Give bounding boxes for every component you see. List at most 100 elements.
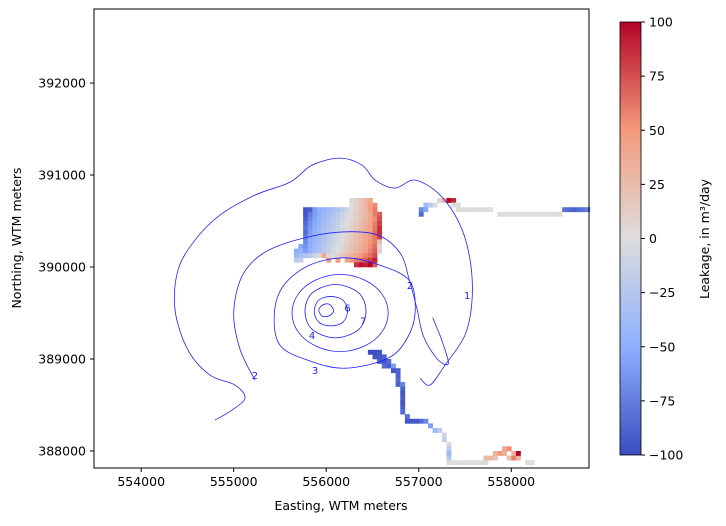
leakage-cell [316,239,322,245]
contour-line-1 [173,157,473,421]
leakage-cell [404,418,410,424]
plot-frame [93,8,590,469]
colorbar-tick-label: −75 [649,393,675,408]
leakage-cell [344,244,350,249]
leakage-cell [303,211,309,217]
leakage-cell [349,244,355,249]
leakage-cell [414,418,420,424]
leakage-cell [377,248,383,254]
leakage-cell [585,207,591,213]
contour-line-5 [304,284,367,339]
leakage-cell [367,198,373,203]
leakage-cell [293,248,299,254]
leakage-cell [321,225,327,231]
leakage-cell [529,460,535,466]
leakage-cell [367,211,373,217]
leakage-cell [321,207,327,213]
leakage-cell [409,418,415,424]
leakage-cell [566,207,572,213]
leakage-cell [340,244,346,249]
leakage-cell [358,225,364,231]
leakage-cell [353,221,359,226]
leakage-cell [307,244,313,249]
leakage-cell [316,253,322,259]
leakage-cell [483,460,489,466]
leakage-cell [363,257,369,263]
leakage-cell [488,455,494,461]
leakage-cell [307,230,313,236]
leakage-cell [326,239,332,245]
leakage-cell [330,225,336,231]
leakage-cell [330,253,336,259]
leakage-cell [363,239,369,245]
leakage-cell [312,211,318,217]
leakage-cell [335,230,341,236]
leakage-cell [307,207,313,213]
leakage-cell [363,253,369,259]
leakage-cell [353,211,359,217]
leakage-cell [321,239,327,245]
leakage-cell [303,221,309,226]
leakage-cell [372,230,378,236]
leakage-cell [312,239,318,245]
leakage-cell [367,221,373,226]
leakage-cell [316,248,322,254]
leakage-cell [552,211,558,217]
leakage-cell [474,460,480,466]
leakage-cell [502,450,507,456]
leakage-cell [307,253,313,259]
leakage-cell [326,225,332,231]
leakage-cell [335,207,341,213]
leakage-cell [335,239,341,245]
leakage-cell [312,230,318,236]
leakage-cell [367,257,373,263]
leakage-cell [377,354,383,360]
leakage-cell [349,211,355,217]
leakage-cell [321,230,327,236]
leakage-cell [330,216,336,222]
leakage-cell [316,207,322,213]
contour-line-2 [233,231,449,381]
colorbar-tick-label: −50 [649,339,675,354]
leakage-cell [423,202,429,208]
leakage-cell [400,395,406,401]
colorbar-tick-label: −25 [649,285,675,300]
leakage-cell [511,455,517,461]
leakage-cell [344,230,350,236]
leakage-cell [441,432,447,438]
leakage-cell [441,437,447,443]
leakage-cell [312,253,318,259]
leakage-cell [372,202,378,208]
leakage-cell [395,381,401,387]
leakage-cell [418,418,424,424]
leakage-cell [451,460,457,466]
leakage-cell [340,248,346,254]
leakage-cell [576,207,581,213]
leakage-cell [381,358,387,364]
leakage-cell [326,253,332,259]
leakage-cell [400,386,406,392]
leakage-cell [372,349,378,355]
leakage-cell [367,234,373,240]
leakage-cell [316,234,322,240]
leakage-cell [515,450,521,456]
leakage-cell [344,216,350,222]
leakage-cell [367,248,373,254]
y-axis-label: Northing, WTM meters [9,167,24,308]
leakage-cell [363,234,369,240]
contour-label: 1 [464,291,470,302]
leakage-cell [358,234,364,240]
contour-label: 2 [407,281,413,292]
leakage-cell [372,221,378,226]
leakage-cell [303,253,309,259]
contour-line-6 [313,296,348,327]
leakage-cell [326,244,332,249]
y-axis-ticks: 388000 389000 390000 391000 392000 [38,76,94,458]
leakage-cell [330,244,336,249]
leakage-cell [474,207,480,213]
leakage-cell [543,211,549,217]
leakage-cell [367,225,373,231]
leakage-cell [483,455,489,461]
leakage-cell [335,225,341,231]
leakage-cell [335,216,341,222]
